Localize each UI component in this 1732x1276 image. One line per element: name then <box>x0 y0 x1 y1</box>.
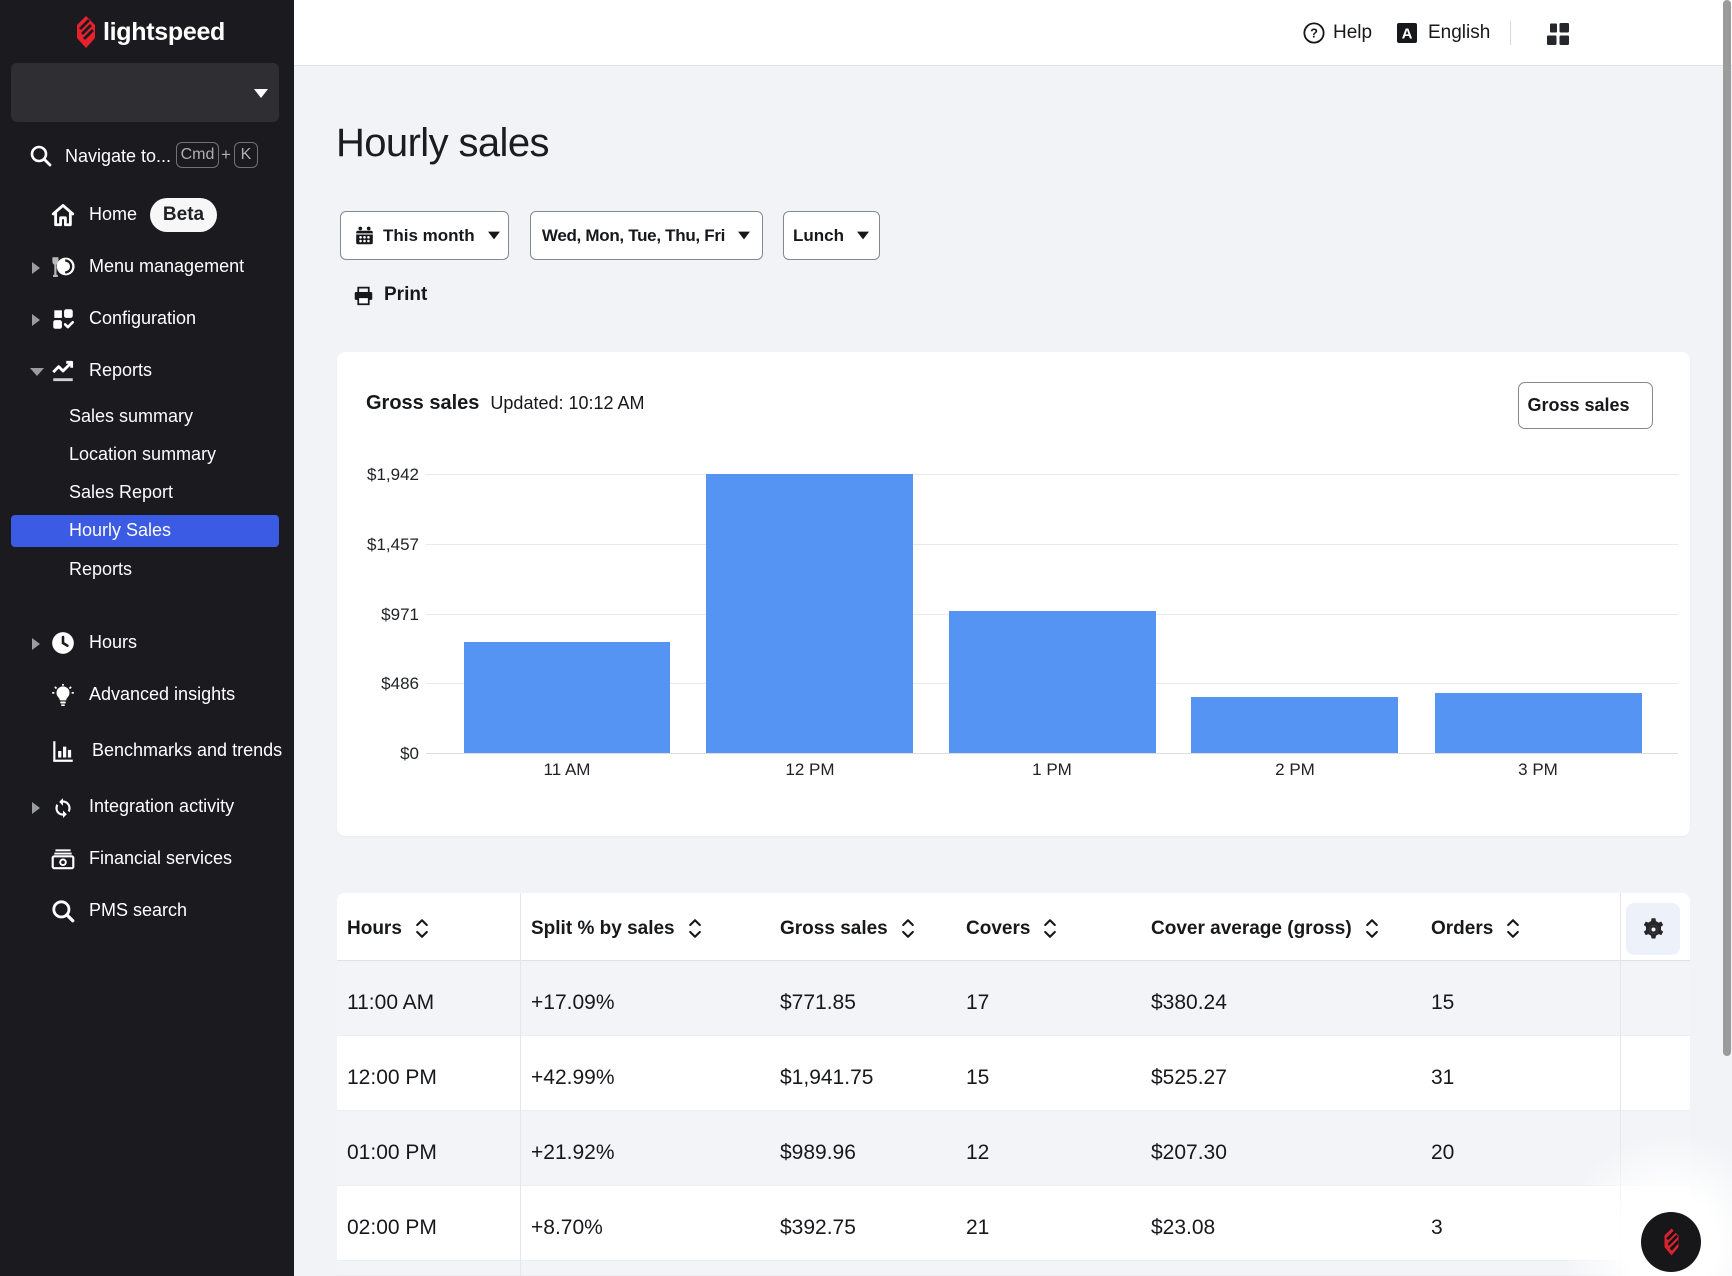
svg-text:A: A <box>1402 26 1413 43</box>
svg-text:?: ? <box>1310 26 1318 41</box>
